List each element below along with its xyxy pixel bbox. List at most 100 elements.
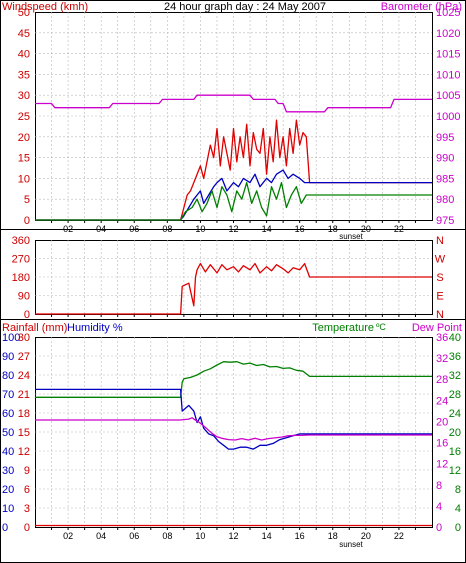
windspeed-axis-label: Windspeed (kmh): [2, 1, 88, 13]
rainfall-tick-label: 21: [18, 389, 30, 401]
direction-tick-label: 360: [12, 235, 30, 247]
dew-point-tick-label: 20: [436, 416, 448, 428]
rainfall-tick-label: 24: [18, 370, 30, 382]
temperature-tick-label: 0: [455, 522, 461, 534]
compass-label: W: [435, 254, 446, 266]
sunset-label-bottom: sunset: [339, 540, 363, 549]
windspeed-tick-label: 15: [18, 153, 30, 165]
hour-tick-label: 12: [228, 224, 238, 234]
temperature-series: [35, 361, 432, 398]
rainfall-tick-label: 15: [18, 427, 30, 439]
humidity-tick-label: 30: [2, 465, 14, 477]
wind-panel-frame: [35, 12, 433, 221]
windspeed-tick-label: 10: [18, 173, 30, 185]
temperature-tick-label: 36: [449, 351, 461, 363]
hour-tick-label: 04: [96, 531, 106, 541]
humidity-tick-label: 40: [2, 446, 14, 458]
hour-tick-label: 14: [262, 224, 272, 234]
hour-tick-label: 08: [162, 531, 172, 541]
dew-point-tick-label: 12: [436, 459, 448, 471]
temperature-tick-label: 12: [449, 465, 461, 477]
barometer-tick-label: 995: [436, 132, 454, 144]
chart-title: 24 hour graph day : 24 May 2007: [164, 1, 326, 13]
hour-tick-label: 20: [361, 224, 371, 234]
temperature-tick-label: 16: [449, 446, 461, 458]
dew-point-axis-label: Dew Point: [412, 322, 462, 334]
rainfall-tick-label: 30: [18, 332, 30, 344]
rainfall-tick-label: 3: [24, 503, 30, 515]
temperature-tick-label: 20: [449, 427, 461, 439]
humidity-tick-label: 90: [2, 351, 14, 363]
windspeed-tick-label: 50: [18, 7, 30, 19]
humidity-axis-label: Humidity %: [67, 322, 123, 334]
hour-tick-label: 12: [228, 531, 238, 541]
hour-tick-label: 02: [63, 224, 73, 234]
barometer-axis-label: Barometer (hPa): [381, 1, 462, 13]
windspeed-tick-label: 5: [24, 194, 30, 206]
dew-point-tick-label: 36: [436, 332, 448, 344]
hour-tick-label: 10: [195, 531, 205, 541]
grid-lines: [35, 12, 432, 530]
dew-point-tick-label: 0: [436, 522, 442, 534]
data-series: [35, 94, 432, 527]
temperature-tick-label: 24: [449, 408, 461, 420]
compass-label: N: [436, 309, 444, 321]
hour-tick-label: 16: [295, 531, 305, 541]
temperature-unit-icon: ºC: [376, 322, 386, 332]
barometer-tick-label: 980: [436, 194, 454, 206]
temperature-tick-label: 40: [449, 332, 461, 344]
hour-tick-label: 20: [361, 531, 371, 541]
barometer-tick-label: 1005: [436, 90, 460, 102]
temperature-tick-label: 32: [449, 370, 461, 382]
hour-tick-label: 06: [129, 224, 139, 234]
direction-tick-label: 180: [12, 272, 30, 284]
dew-point-tick-label: 8: [436, 480, 442, 492]
rainfall-axis-label: Rainfall (mm): [2, 322, 67, 334]
humidity-tick-label: 0: [2, 522, 8, 534]
humidity-tick-label: 60: [2, 408, 14, 420]
barometer-tick-label: 975: [436, 215, 454, 227]
hour-tick-label: 18: [328, 531, 338, 541]
humidity-series: [35, 388, 432, 450]
hour-tick-label: 04: [96, 224, 106, 234]
compass-label: S: [436, 272, 443, 284]
barometer-tick-label: 1010: [436, 69, 460, 81]
dew-point-tick-label: 24: [436, 395, 448, 407]
barometer-tick-label: 1015: [436, 49, 460, 61]
dew-point-tick-label: 4: [436, 501, 442, 513]
temperature-panel-frame: [35, 337, 433, 528]
hour-tick-label: 18: [328, 224, 338, 234]
wind-series: [35, 169, 432, 221]
windspeed-tick-label: 30: [18, 90, 30, 102]
humidity-tick-label: 100: [2, 332, 20, 344]
rainfall-tick-label: 18: [18, 408, 30, 420]
temperature-axis-label: Temperature: [312, 322, 374, 334]
wind-min-series: [35, 181, 432, 221]
compass-label: N: [436, 235, 444, 247]
windspeed-tick-label: 25: [18, 111, 30, 123]
windspeed-tick-label: 0: [24, 215, 30, 227]
barometer-tick-label: 1020: [436, 28, 460, 40]
direction-tick-label: 0: [24, 309, 30, 321]
compass-label: E: [436, 291, 443, 303]
dew-point-series: [35, 417, 432, 441]
barometer-tick-label: 1000: [436, 111, 460, 123]
barometer-tick-label: 985: [436, 173, 454, 185]
hour-tick-label: 10: [195, 224, 205, 234]
windspeed-tick-label: 35: [18, 69, 30, 81]
dew-point-tick-label: 28: [436, 374, 448, 386]
tick-labels: 0510152025303540455097598098599099510001…: [2, 7, 461, 541]
direction-tick-label: 270: [12, 254, 30, 266]
temperature-tick-label: 4: [455, 503, 461, 515]
chart-text: 24 hour graph day : 24 May 2007 Windspee…: [2, 1, 462, 549]
rainfall-tick-label: 12: [18, 446, 30, 458]
hour-tick-label: 16: [295, 224, 305, 234]
rainfall-tick-label: 9: [24, 465, 30, 477]
sunset-label-top: sunset: [339, 232, 363, 241]
humidity-tick-label: 80: [2, 370, 14, 382]
humidity-tick-label: 70: [2, 389, 14, 401]
hour-tick-label: 02: [63, 531, 73, 541]
barometer-tick-label: 990: [436, 153, 454, 165]
